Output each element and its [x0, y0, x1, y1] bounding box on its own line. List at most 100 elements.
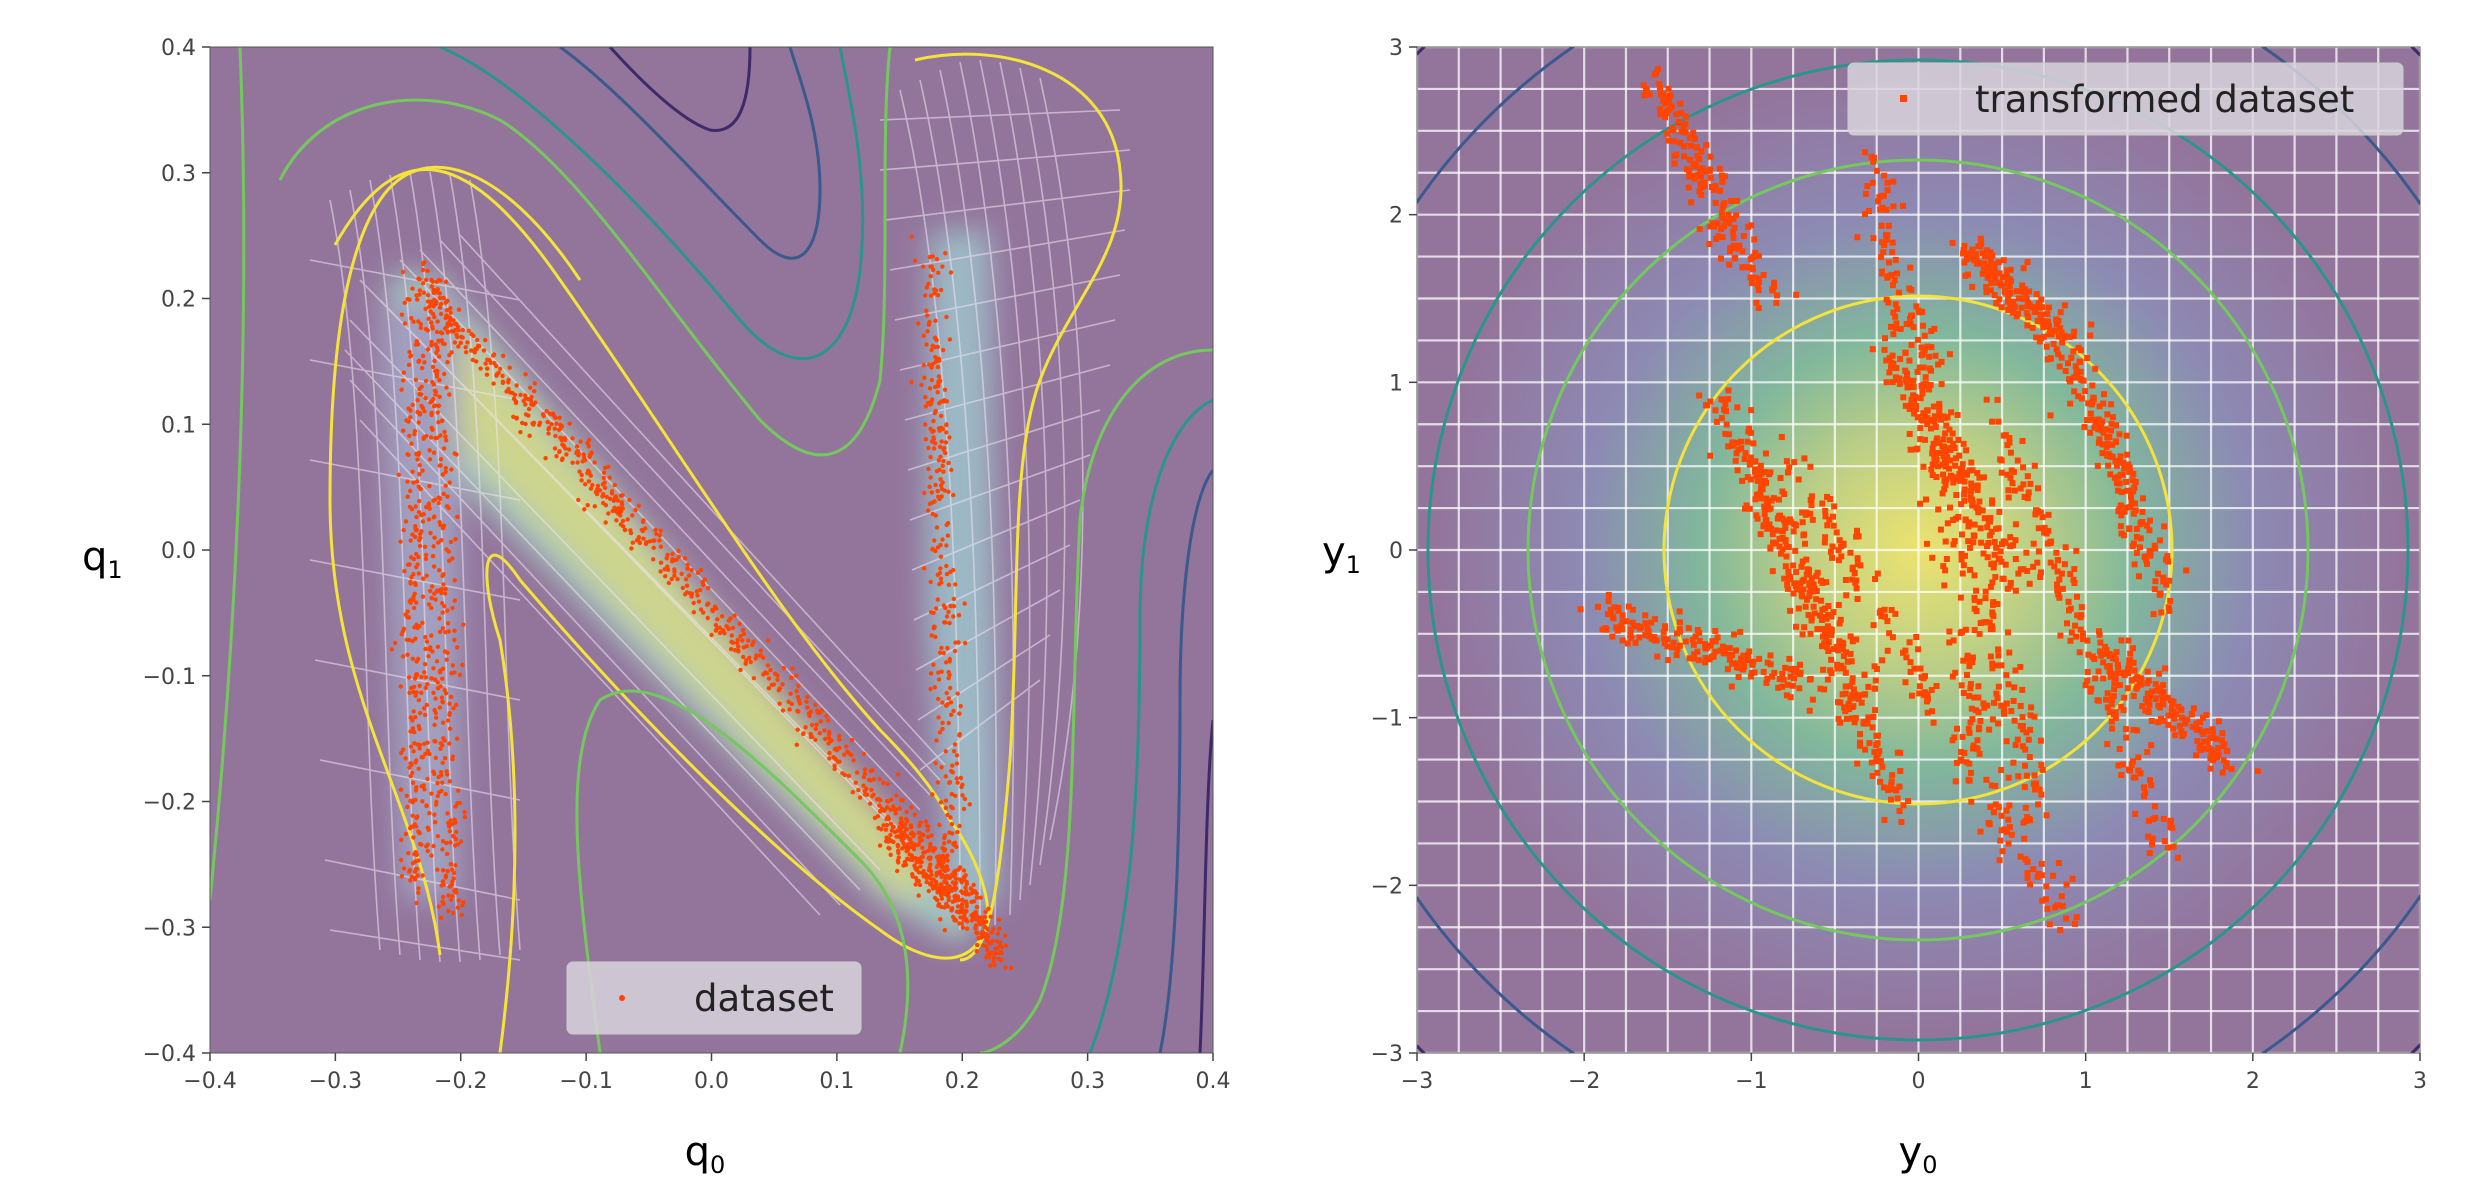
transformed-point — [2022, 762, 2028, 769]
transformed-point — [2023, 549, 2030, 556]
dataset-point — [933, 634, 938, 640]
dataset-point — [957, 877, 963, 882]
dataset-point — [794, 742, 799, 747]
transformed-point — [1754, 491, 1760, 498]
dataset-point — [399, 837, 404, 842]
dataset-point — [609, 491, 615, 496]
dataset-point — [586, 468, 591, 473]
dataset-point — [700, 580, 705, 585]
transformed-point — [1928, 425, 1934, 432]
transformed-point — [1870, 235, 1877, 242]
dataset-point — [933, 606, 939, 611]
transformed-point — [1836, 557, 1842, 564]
transformed-point — [1707, 642, 1714, 649]
dataset-point — [443, 630, 448, 635]
transformed-point — [1668, 127, 1675, 134]
transformed-point — [1967, 544, 1973, 551]
dataset-point — [946, 895, 951, 900]
transformed-point — [2088, 685, 2095, 692]
transformed-point — [1769, 673, 1776, 680]
dataset-point — [942, 878, 947, 884]
dataset-point — [928, 579, 933, 585]
dataset-point — [459, 912, 465, 918]
dataset-point — [577, 469, 582, 474]
transformed-point — [1665, 99, 1672, 106]
transformed-point — [1883, 379, 1890, 386]
dataset-point — [888, 821, 894, 826]
transformed-point — [2144, 699, 2151, 706]
transformed-point — [1994, 279, 2001, 286]
dataset-point — [953, 793, 958, 798]
transformed-point — [1984, 554, 1991, 561]
transformed-point — [1875, 198, 1881, 205]
transformed-point — [1603, 626, 1610, 633]
transformed-point — [2168, 697, 2174, 704]
transformed-point — [1632, 639, 1639, 646]
transformed-point — [2219, 730, 2226, 737]
dataset-point — [775, 677, 780, 682]
transformed-point — [2022, 290, 2029, 297]
dataset-point — [951, 604, 957, 609]
transformed-point — [2203, 712, 2210, 719]
transformed-point — [1827, 496, 1834, 502]
transformed-point — [1992, 783, 1999, 789]
dataset-point — [408, 555, 414, 560]
dataset-point — [426, 316, 431, 321]
transformed-point — [1720, 202, 1727, 209]
dataset-point — [413, 524, 418, 529]
dataset-point — [964, 881, 969, 887]
dataset-point — [641, 536, 646, 541]
dataset-point — [930, 343, 935, 348]
dataset-point — [412, 591, 417, 596]
dataset-point — [948, 815, 953, 820]
dataset-point — [419, 842, 424, 847]
dataset-point — [581, 454, 587, 460]
transformed-point — [1999, 848, 2006, 855]
transformed-point — [1880, 192, 1887, 199]
transformed-point — [2197, 719, 2203, 726]
dataset-point — [433, 403, 438, 408]
dataset-point — [900, 798, 905, 803]
dataset-point — [452, 598, 457, 603]
transformed-point — [1791, 675, 1797, 682]
transformed-point — [1745, 428, 1752, 435]
dataset-point — [713, 622, 719, 628]
dataset-point — [960, 890, 965, 896]
dataset-point — [968, 886, 973, 891]
dataset-point — [796, 709, 801, 714]
dataset-point — [411, 597, 416, 602]
transformed-point — [1802, 511, 1809, 518]
dataset-point — [413, 715, 418, 720]
transformed-point — [1767, 652, 1774, 659]
transformed-point — [2007, 579, 2014, 586]
transformed-point — [1704, 402, 1711, 409]
transformed-point — [1936, 400, 1943, 407]
transformed-point — [2176, 722, 2183, 729]
dataset-point — [431, 666, 436, 671]
dataset-point — [935, 344, 940, 350]
dataset-point — [942, 928, 947, 933]
dataset-point — [937, 730, 943, 735]
transformed-point — [2074, 612, 2081, 619]
dataset-point — [982, 914, 988, 920]
dataset-point — [462, 814, 468, 820]
transformed-point — [1707, 174, 1714, 181]
dataset-point — [429, 343, 434, 348]
transformed-point — [2017, 853, 2024, 860]
transformed-point — [2076, 649, 2083, 656]
transformed-point — [2084, 637, 2091, 644]
dataset-point — [453, 537, 458, 542]
dataset-point — [451, 834, 456, 839]
dataset-point — [954, 844, 959, 849]
dataset-point — [952, 887, 958, 892]
transformed-point — [2047, 355, 2054, 362]
dataset-point — [423, 552, 429, 558]
right-ytick-label: 3 — [1389, 36, 1403, 61]
dataset-point — [944, 422, 949, 428]
transformed-point — [2144, 668, 2151, 675]
transformed-point — [2014, 457, 2021, 464]
dataset-point — [927, 865, 932, 870]
dataset-point — [412, 684, 417, 689]
transformed-point — [2087, 410, 2094, 417]
transformed-point — [1851, 570, 1858, 576]
